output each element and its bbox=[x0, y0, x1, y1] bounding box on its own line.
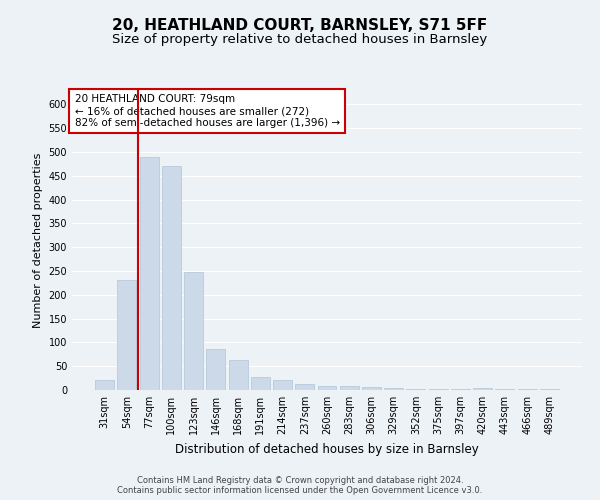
Bar bbox=[229, 360, 248, 390]
Text: 20 HEATHLAND COURT: 79sqm
← 16% of detached houses are smaller (272)
82% of semi: 20 HEATHLAND COURT: 79sqm ← 16% of detac… bbox=[74, 94, 340, 128]
Bar bbox=[540, 388, 559, 390]
Bar bbox=[273, 380, 292, 390]
Bar bbox=[384, 388, 403, 390]
Bar bbox=[340, 386, 359, 390]
Bar bbox=[496, 388, 514, 390]
Y-axis label: Number of detached properties: Number of detached properties bbox=[33, 152, 43, 328]
Bar bbox=[184, 272, 203, 390]
Bar bbox=[362, 386, 381, 390]
Bar bbox=[206, 348, 225, 390]
Text: 20, HEATHLAND COURT, BARNSLEY, S71 5FF: 20, HEATHLAND COURT, BARNSLEY, S71 5FF bbox=[112, 18, 488, 32]
Bar bbox=[451, 388, 470, 390]
Text: Contains HM Land Registry data © Crown copyright and database right 2024.
Contai: Contains HM Land Registry data © Crown c… bbox=[118, 476, 482, 495]
Bar bbox=[140, 156, 158, 390]
Bar bbox=[118, 280, 136, 390]
Bar bbox=[518, 389, 536, 390]
Text: Size of property relative to detached houses in Barnsley: Size of property relative to detached ho… bbox=[112, 32, 488, 46]
Bar bbox=[406, 388, 425, 390]
Bar bbox=[251, 376, 270, 390]
Bar bbox=[162, 166, 181, 390]
X-axis label: Distribution of detached houses by size in Barnsley: Distribution of detached houses by size … bbox=[175, 442, 479, 456]
Bar bbox=[473, 388, 492, 390]
Bar bbox=[95, 380, 114, 390]
Bar bbox=[429, 388, 448, 390]
Bar bbox=[295, 384, 314, 390]
Bar bbox=[317, 386, 337, 390]
